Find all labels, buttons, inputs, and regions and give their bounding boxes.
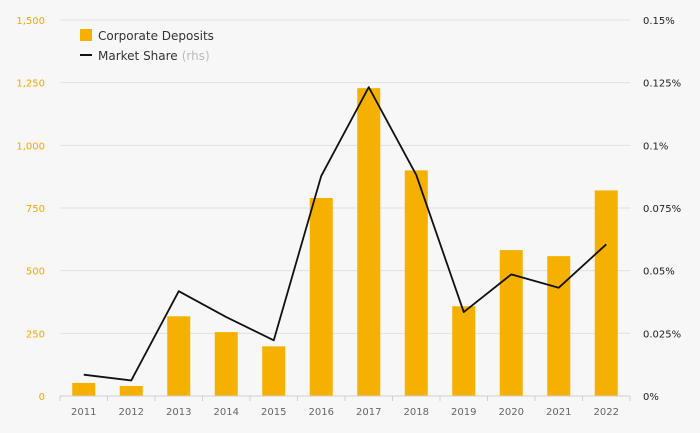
x-tick-label: 2012 (119, 407, 144, 418)
y-left-tick-label: 0 (39, 392, 45, 403)
x-tick-label: 2022 (594, 407, 619, 418)
bar-corporate-deposits (499, 250, 523, 396)
bar-corporate-deposits (167, 316, 191, 396)
x-tick-label: 2013 (166, 407, 191, 418)
y-right-tick-label: 0.125% (643, 79, 681, 90)
line-market-share (83, 86, 607, 382)
legend-label-market-share: Market Share (rhs) (98, 49, 210, 63)
x-tick-label: 2016 (309, 407, 334, 418)
y-right-tick-label: 0.15% (643, 16, 675, 27)
x-tick-label: 2011 (71, 407, 96, 418)
y-left-tick-label: 1,000 (16, 141, 45, 152)
legend-label-market-share-name: Market Share (98, 49, 178, 63)
y-left-tick-label: 1,250 (16, 79, 45, 90)
bar-corporate-deposits (119, 385, 143, 396)
y-right-tick-label: 0.1% (643, 141, 668, 152)
y-left-tick-label: 250 (26, 329, 45, 340)
x-tick-label: 2014 (214, 407, 239, 418)
bar-corporate-deposits (357, 88, 381, 396)
legend-label-market-share-suffix: (rhs) (182, 49, 210, 63)
bar-corporate-deposits (547, 256, 571, 396)
legend-label-corporate-deposits: Corporate Deposits (98, 29, 214, 43)
bars (72, 88, 618, 396)
y-right-tick-label: 0.075% (643, 204, 681, 215)
x-tick-label: 2018 (404, 407, 429, 418)
x-tick-label: 2021 (546, 407, 571, 418)
y-right-tick-label: 0% (643, 392, 659, 403)
bar-corporate-deposits (594, 190, 618, 396)
x-tick-label: 2015 (261, 407, 286, 418)
y-left-tick-label: 500 (26, 267, 45, 278)
x-tick-label: 2017 (356, 407, 381, 418)
legend: Corporate Deposits Market Share (rhs) (80, 29, 214, 63)
axes: 0 250 500 750 1,000 1,250 1,500 0% 0.025% 0.05% 0.… (16, 16, 681, 418)
bar-corporate-deposits (72, 382, 96, 396)
legend-swatch-corporate-deposits (80, 29, 92, 41)
bar-corporate-deposits (404, 170, 428, 396)
y-left-tick-label: 1,500 (16, 16, 45, 27)
x-tick-label: 2020 (499, 407, 524, 418)
bar-corporate-deposits (214, 332, 238, 396)
bar-corporate-deposits (309, 197, 333, 396)
x-tick-label: 2019 (451, 407, 476, 418)
bar-corporate-deposits (262, 346, 286, 396)
gridlines (60, 19, 630, 334)
y-right-tick-label: 0.05% (643, 267, 675, 278)
y-right-tick-label: 0.025% (643, 329, 681, 340)
market-share-line-layer (83, 86, 607, 382)
bar-corporate-deposits (452, 306, 476, 396)
y-left-tick-label: 750 (26, 204, 45, 215)
